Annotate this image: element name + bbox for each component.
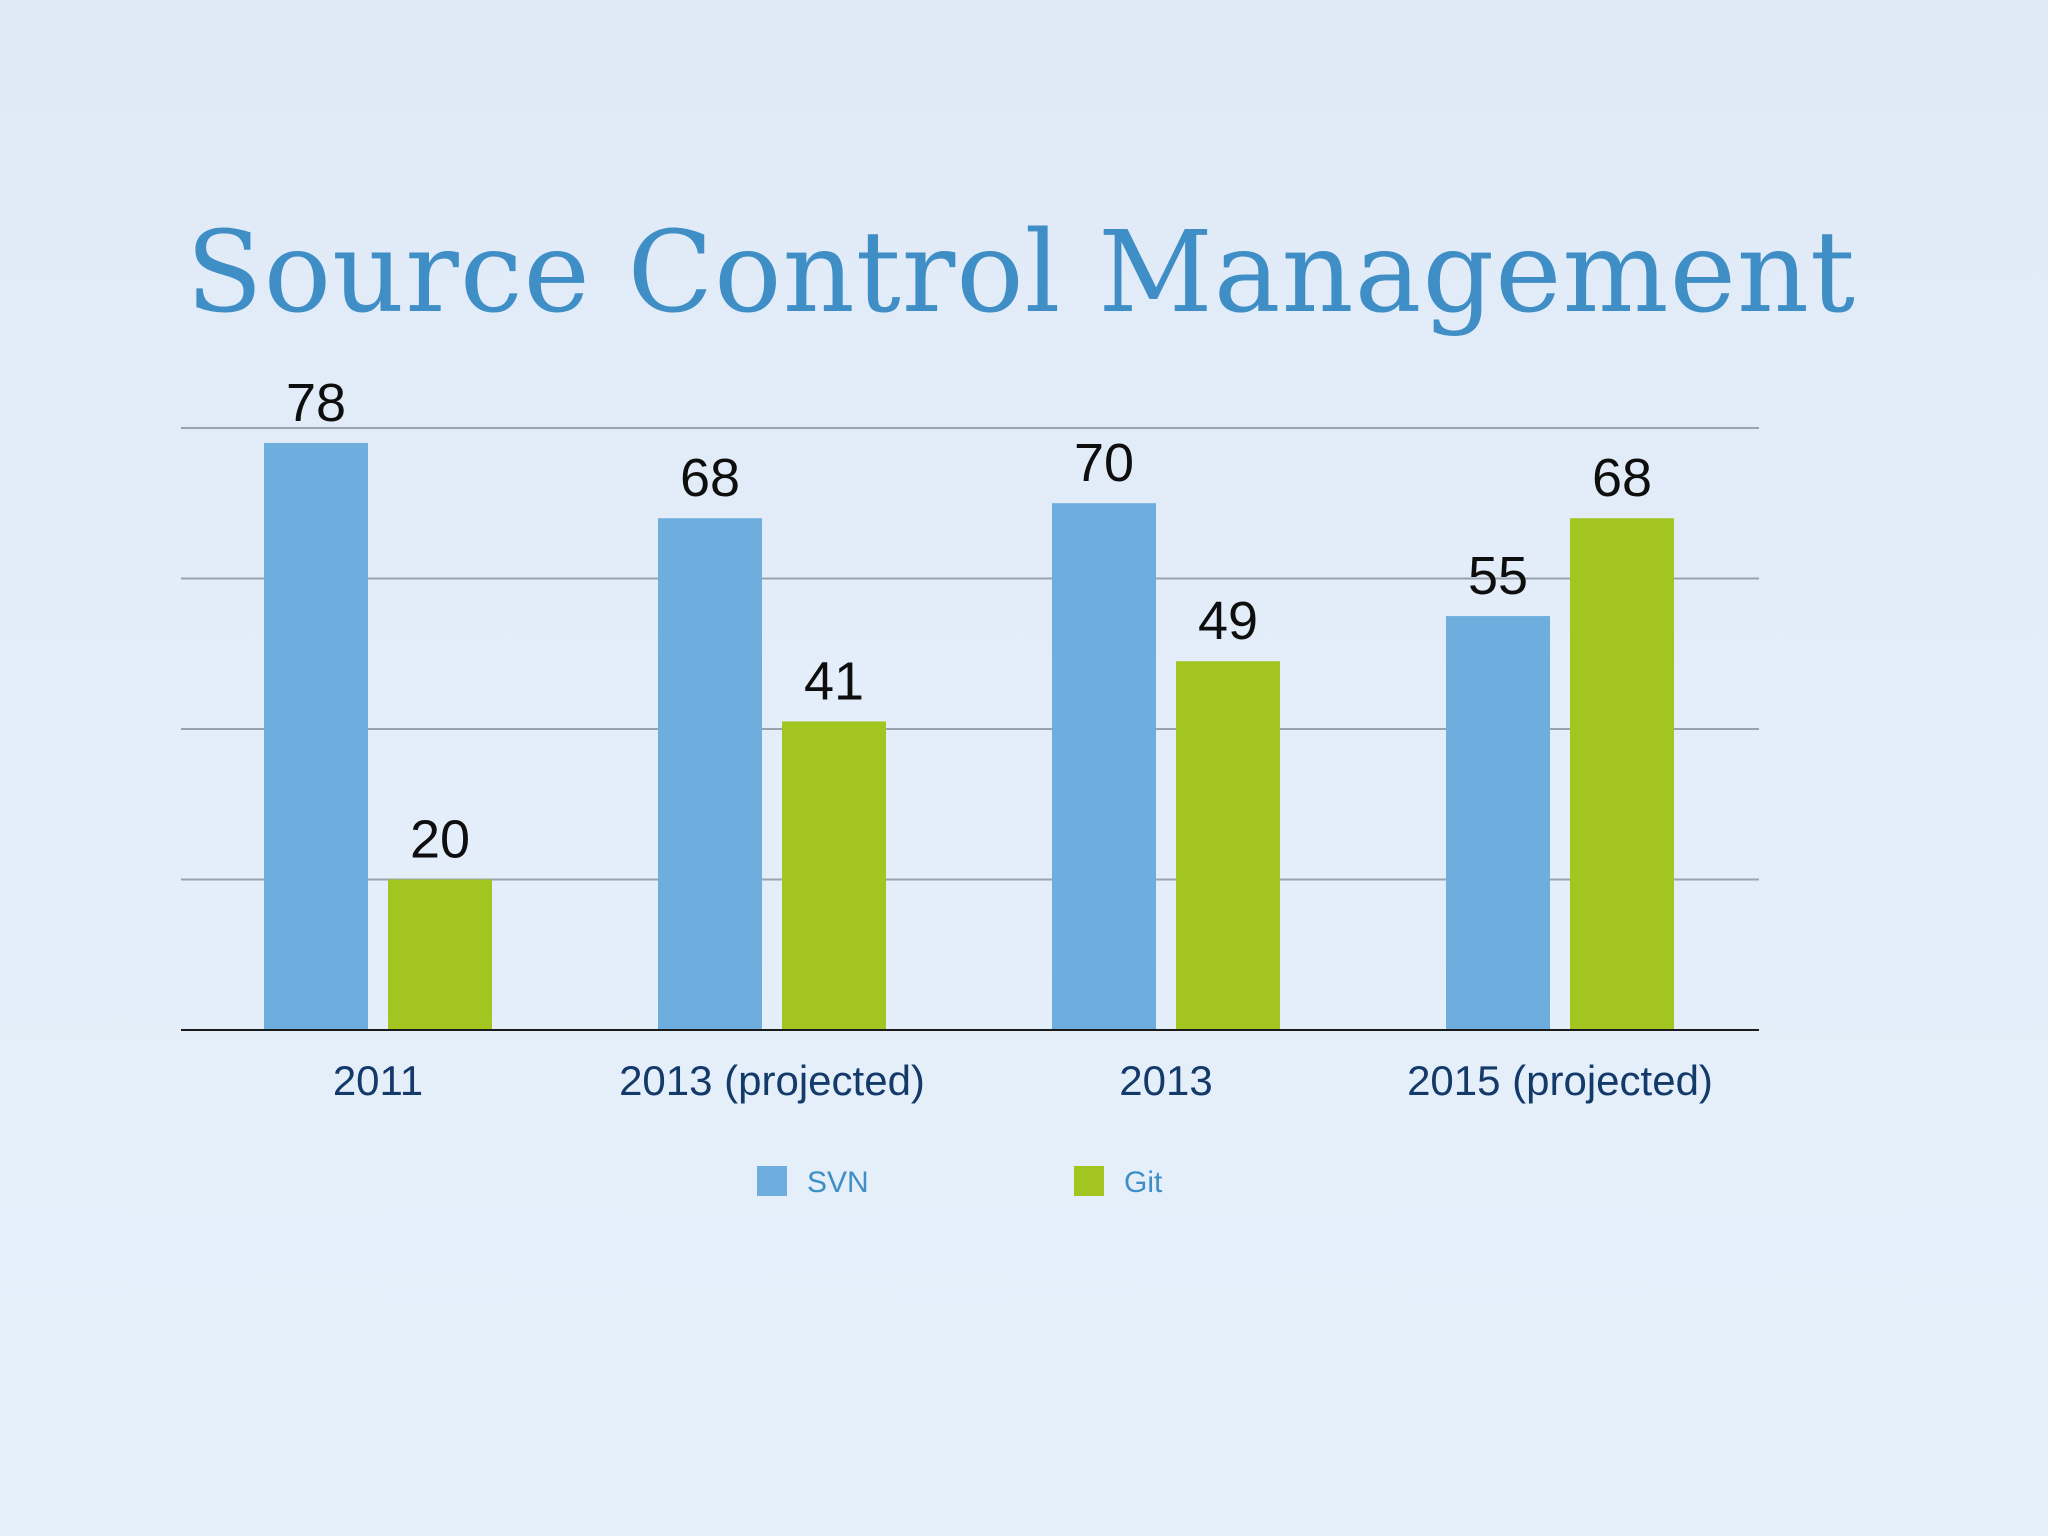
category-label: 2015 (projected) [1407, 1057, 1713, 1104]
legend-swatch-svn [757, 1166, 787, 1196]
legend-label-svn: SVN [807, 1166, 869, 1199]
value-label: 41 [804, 651, 864, 711]
bar-svn-3 [1446, 616, 1550, 1030]
chart-title: Source Control Management [186, 208, 1856, 338]
value-labels: 78 20 68 41 70 49 55 68 [286, 373, 1652, 870]
bar-svn-1 [658, 518, 762, 1030]
bar-git-1 [782, 721, 886, 1030]
value-label: 70 [1074, 433, 1134, 493]
value-label: 68 [1592, 448, 1652, 508]
value-label: 20 [410, 809, 470, 869]
value-label: 68 [680, 448, 740, 508]
category-label: 2013 [1119, 1057, 1212, 1104]
bar-git-3 [1570, 518, 1674, 1030]
value-label: 78 [286, 373, 346, 433]
bar-git-2 [1176, 661, 1280, 1030]
bar-svn-2 [1052, 503, 1156, 1030]
value-label: 49 [1198, 591, 1258, 651]
category-labels: 2011 2013 (projected) 2013 2015 (projected) [333, 1057, 1713, 1104]
legend: SVN Git [757, 1166, 1163, 1199]
bar-svn-0 [264, 442, 368, 1030]
category-label: 2011 [333, 1057, 423, 1104]
value-label: 55 [1468, 546, 1528, 606]
category-label: 2013 (projected) [619, 1057, 925, 1104]
legend-swatch-git [1074, 1166, 1104, 1196]
bars [264, 442, 1674, 1030]
bar-git-0 [388, 879, 492, 1030]
legend-label-git: Git [1124, 1166, 1163, 1199]
